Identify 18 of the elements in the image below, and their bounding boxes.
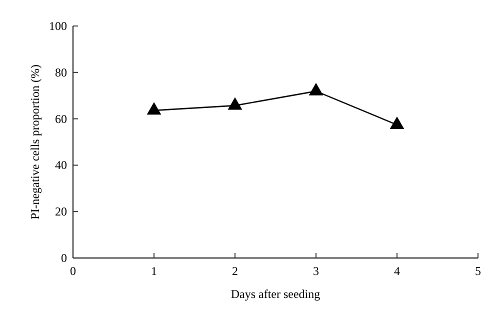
x-tick-label: 0 [70,264,76,278]
y-tick-label: 20 [55,204,67,219]
y-axis-title: PI-negative cells proportion (%) [28,64,42,220]
point [390,116,404,129]
y-tick-label: 100 [49,19,67,33]
point [308,82,324,96]
x-axis-title: Days after seeding [230,287,320,301]
x-tick-label: 2 [232,264,238,278]
x-tick-label: 5 [475,264,481,278]
x-tick-label: 1 [151,264,157,278]
y-tick-label: 60 [55,112,67,126]
x-tick-label: 4 [394,264,400,278]
y-tick-label: 80 [55,65,67,80]
x-tick-label: 3 [313,264,319,278]
point [146,102,162,115]
point [228,97,242,110]
y-tick-label: 0 [61,251,67,265]
y-tick-label: 40 [55,158,67,172]
